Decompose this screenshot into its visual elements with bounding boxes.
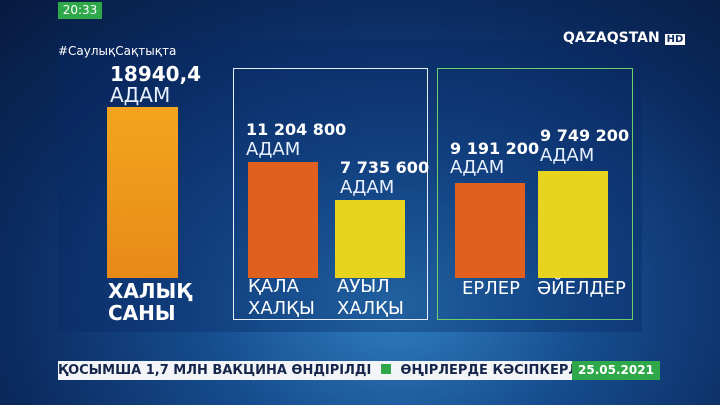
bar-unit: АДАМ [340, 177, 395, 198]
bar [335, 200, 405, 278]
bar-unit: АДАМ [246, 139, 301, 160]
logo-badge: HD [664, 34, 686, 45]
label-line: САНЫ [108, 301, 176, 325]
bar-value: 9 191 200 [450, 139, 540, 158]
bar-label: АУЫЛ ХАЛҚЫ [337, 276, 404, 320]
ticker-icon [380, 364, 391, 374]
clock: 20:33 [58, 2, 102, 19]
label-line: ХАЛЫҚ [108, 279, 192, 303]
bar-value: 11 204 800 [246, 120, 347, 139]
group-frame [233, 68, 428, 320]
bar [248, 162, 318, 278]
bar [107, 107, 178, 278]
label-line: ҚАЛА [248, 276, 299, 297]
bar [455, 183, 525, 278]
bar-label: ЕРЛЕР [462, 278, 520, 300]
label-line: ӘЙЕЛДЕР [537, 278, 626, 299]
label-line: ЕРЛЕР [462, 278, 520, 299]
group-frame [437, 68, 633, 320]
bar-unit: АДАМ [110, 83, 171, 107]
logo-name: QAZAQSTAN [563, 30, 660, 46]
bar-value: 9 749 200 [540, 126, 630, 145]
ticker: ҚОСЫМША 1,7 МЛН ВАКЦИНА ӨНДІРІЛДІ ӨҢІРЛЕ… [58, 361, 630, 380]
bar-value: 18940,4 [110, 62, 202, 86]
ticker-item: ҚОСЫМША 1,7 МЛН ВАКЦИНА ӨНДІРІЛДІ [58, 363, 372, 378]
bar-label: ӘЙЕЛДЕР [537, 278, 626, 300]
bar-label: ХАЛЫҚ САНЫ [108, 280, 192, 324]
bar-value: 7 735 600 [340, 158, 430, 177]
bar-label: ҚАЛА ХАЛҚЫ [248, 276, 315, 320]
bar [538, 171, 608, 278]
bar-unit: АДАМ [540, 145, 595, 166]
label-line: АУЫЛ [337, 276, 390, 297]
ticker-date: 25.05.2021 [572, 361, 660, 380]
hashtag: #СаулықСақтықта [58, 44, 177, 58]
label-line: ХАЛҚЫ [248, 298, 315, 319]
label-line: ХАЛҚЫ [337, 298, 404, 319]
logo: QAZAQSTAN HD [563, 30, 686, 46]
bar-unit: АДАМ [450, 157, 505, 178]
